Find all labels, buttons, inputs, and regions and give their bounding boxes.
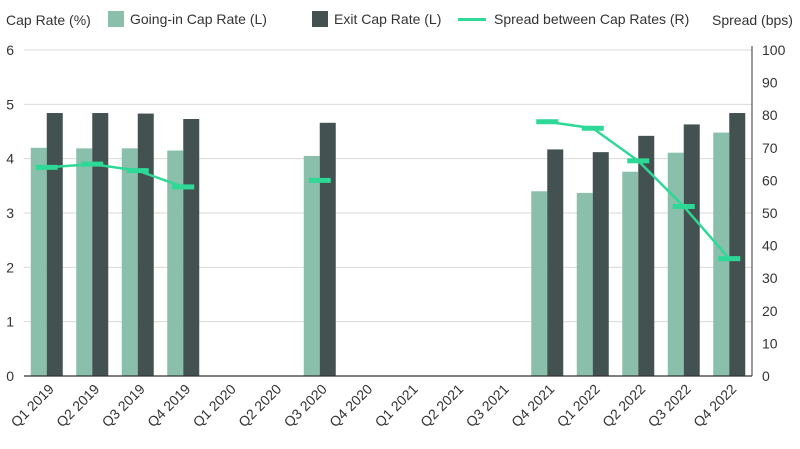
bar-going-in — [713, 132, 730, 376]
spread-marker — [172, 184, 195, 190]
bar-going-in — [30, 147, 47, 376]
bar-exit — [683, 124, 700, 376]
x-tick-label: Q1 2020 — [190, 381, 239, 430]
y-tick-right: 0 — [762, 368, 770, 384]
bar-going-in — [531, 191, 548, 376]
y-tick-right: 100 — [762, 42, 786, 58]
spread-marker — [35, 164, 58, 170]
y-tick-right: 80 — [762, 107, 778, 123]
y-tick-right: 30 — [762, 270, 778, 286]
y-tick-left: 4 — [6, 151, 14, 167]
y-tick-left: 0 — [6, 368, 14, 384]
bar-exit — [547, 149, 564, 376]
y-tick-right: 60 — [762, 172, 778, 188]
x-tick-label: Q2 2019 — [53, 381, 102, 430]
x-tick-label: Q4 2022 — [690, 381, 739, 430]
bar-going-in — [303, 155, 320, 376]
bar-exit — [183, 119, 200, 377]
y-tick-left: 1 — [6, 314, 14, 330]
x-tick-label: Q2 2020 — [235, 381, 284, 430]
y-tick-left: 5 — [6, 96, 14, 112]
legend-item-going-in: Going-in Cap Rate (L) — [108, 10, 267, 28]
bar-exit — [46, 113, 63, 376]
bar-going-in — [121, 148, 138, 376]
y-tick-left: 3 — [6, 205, 14, 221]
x-tick-label: Q1 2021 — [372, 381, 421, 430]
legend-label-spread: Spread between Cap Rates (R) — [494, 11, 690, 27]
x-tick-label: Q4 2020 — [326, 381, 375, 430]
bar-going-in — [76, 148, 93, 376]
y-tick-right: 90 — [762, 75, 778, 91]
spread-marker — [718, 256, 741, 262]
bar-going-in — [167, 150, 184, 376]
x-tick-label: Q3 2020 — [281, 381, 330, 430]
bar-exit — [638, 135, 655, 376]
x-tick-label: Q1 2022 — [554, 381, 603, 430]
y-tick-left: 6 — [6, 42, 14, 58]
spread-marker — [308, 177, 331, 183]
y-tick-right: 40 — [762, 238, 778, 254]
y-axis-left-title: Cap Rate (%) — [6, 12, 91, 28]
x-tick-label: Q3 2022 — [645, 381, 694, 430]
bar-exit — [729, 113, 746, 376]
legend-label-exit: Exit Cap Rate (L) — [334, 11, 442, 27]
y-tick-right: 10 — [762, 335, 778, 351]
spread-marker — [672, 203, 695, 209]
x-tick-label: Q3 2021 — [463, 381, 512, 430]
bar-going-in — [622, 171, 639, 376]
legend-item-spread: Spread between Cap Rates (R) — [458, 10, 689, 28]
x-tick-label: Q2 2021 — [417, 381, 466, 430]
x-tick-label: Q2 2022 — [599, 381, 648, 430]
bar-exit — [137, 113, 154, 376]
x-tick-label: Q3 2019 — [99, 381, 148, 430]
y-tick-right: 50 — [762, 205, 778, 221]
spread-marker — [126, 168, 149, 174]
spread-marker — [627, 158, 650, 164]
y-axis-right-title: Spread (bps) — [712, 12, 793, 28]
y-tick-right: 20 — [762, 303, 778, 319]
bar-going-in — [667, 152, 684, 376]
legend-swatch-spread — [458, 17, 486, 21]
legend-swatch-going-in — [108, 11, 124, 27]
y-tick-right: 70 — [762, 140, 778, 156]
spread-marker — [536, 119, 559, 125]
legend-label-going-in: Going-in Cap Rate (L) — [130, 11, 267, 27]
x-tick-label: Q4 2021 — [508, 381, 557, 430]
bar-exit — [319, 122, 336, 376]
x-tick-label: Q1 2019 — [8, 381, 57, 430]
y-tick-left: 2 — [6, 259, 14, 275]
bar-going-in — [576, 192, 593, 376]
x-tick-label: Q4 2019 — [144, 381, 193, 430]
spread-marker — [581, 125, 604, 131]
bar-exit — [592, 152, 609, 376]
legend-item-exit: Exit Cap Rate (L) — [312, 10, 441, 28]
spread-line — [46, 162, 184, 189]
spread-marker — [81, 161, 104, 167]
legend-swatch-exit — [312, 11, 328, 27]
bar-exit — [92, 113, 109, 376]
